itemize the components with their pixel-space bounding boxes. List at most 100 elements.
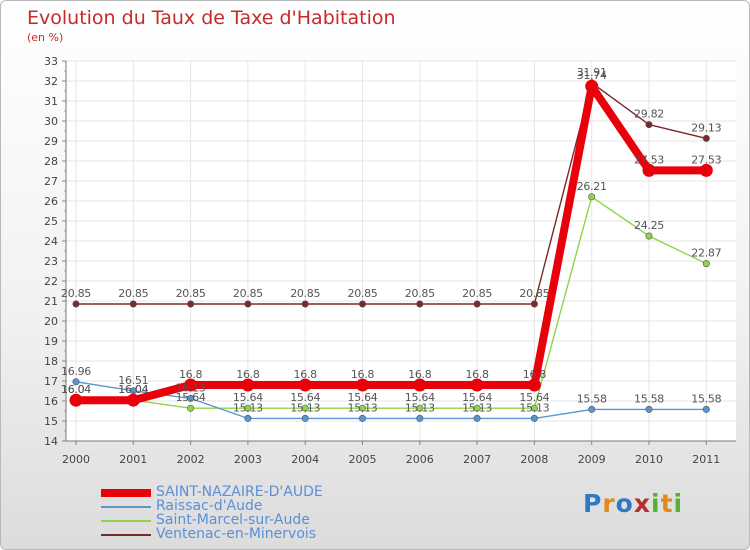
data-point-0 — [699, 163, 713, 177]
y-tick-label: 30 — [44, 115, 58, 128]
data-point-0 — [470, 378, 484, 392]
logo-letter: i — [673, 489, 684, 518]
data-point-3 — [358, 300, 366, 308]
data-point-1 — [588, 405, 596, 413]
legend-label-saint-nazaire: SAINT-NAZAIRE-D'AUDE — [156, 484, 323, 500]
data-label: 22.87 — [691, 247, 721, 260]
data-label: 16.8 — [465, 368, 489, 381]
logo-letter: r — [602, 489, 616, 518]
data-point-2 — [244, 404, 252, 412]
legend-swatch-raissac — [101, 506, 151, 508]
data-point-0 — [69, 393, 83, 407]
data-label: 27.53 — [634, 153, 664, 166]
data-point-3 — [244, 300, 252, 308]
data-point-2 — [530, 404, 538, 412]
y-tick-label: 14 — [44, 435, 58, 448]
data-label: 16.8 — [236, 368, 260, 381]
series-line-2 — [75, 196, 707, 409]
data-label: 16.51 — [118, 374, 148, 387]
data-point-3 — [645, 121, 653, 129]
data-point-3 — [72, 300, 80, 308]
data-label: 29.82 — [634, 108, 664, 121]
x-tick-label: 2000 — [62, 453, 90, 466]
data-point-3 — [301, 300, 309, 308]
data-point-0 — [298, 378, 312, 392]
data-label: 20.85 — [290, 287, 320, 300]
data-label: 15.13 — [290, 401, 320, 414]
y-tick-label: 21 — [44, 295, 58, 308]
data-point-0 — [585, 79, 599, 93]
data-point-0 — [642, 163, 656, 177]
data-label: 20.85 — [233, 287, 263, 300]
data-label: 16.13 — [176, 381, 206, 394]
data-label: 31.91 — [577, 66, 607, 79]
x-tick-label: 2004 — [291, 453, 319, 466]
data-label: 16.8 — [351, 368, 375, 381]
x-tick-label: 2001 — [119, 453, 147, 466]
data-point-1 — [244, 414, 252, 422]
x-tick-label: 2002 — [177, 453, 205, 466]
y-tick-label: 15 — [44, 415, 58, 428]
series-line-1 — [75, 381, 707, 420]
y-tick-label: 27 — [44, 175, 58, 188]
y-tick-label: 25 — [44, 215, 58, 228]
y-tick-label: 29 — [44, 135, 58, 148]
legend-label-saint-marcel: Saint-Marcel-sur-Aude — [156, 512, 310, 528]
logo-letter: i — [651, 489, 661, 518]
x-tick-label: 2011 — [692, 453, 720, 466]
data-label: 15.58 — [634, 392, 664, 405]
data-label: 15.13 — [405, 401, 435, 414]
x-tick-label: 2003 — [234, 453, 262, 466]
data-label: 20.85 — [405, 287, 435, 300]
data-point-1 — [358, 414, 366, 422]
legend-label-ventenac: Ventenac-en-Minervois — [156, 526, 317, 542]
data-label: 20.85 — [348, 287, 378, 300]
data-point-2 — [645, 232, 653, 240]
y-tick-label: 23 — [44, 255, 58, 268]
proxiti-logo: Proxiti — [583, 489, 683, 518]
data-point-1 — [416, 414, 424, 422]
data-point-0 — [413, 378, 427, 392]
x-tick-label: 2010 — [635, 453, 663, 466]
y-tick-label: 28 — [44, 155, 58, 168]
data-point-2 — [301, 404, 309, 412]
data-label: 15.13 — [519, 401, 549, 414]
data-point-3 — [129, 300, 137, 308]
data-label: 31.74 — [577, 69, 607, 82]
y-tick-label: 33 — [44, 55, 58, 68]
data-label: 16.04 — [61, 383, 91, 396]
data-label: 29.13 — [691, 121, 721, 134]
logo-letter: t — [660, 489, 674, 518]
data-label: 20.85 — [118, 287, 148, 300]
data-label: 15.58 — [577, 392, 607, 405]
x-tick-label: 2008 — [520, 453, 548, 466]
data-label: 16.8 — [179, 368, 203, 381]
data-point-0 — [356, 378, 369, 392]
data-point-3 — [416, 300, 424, 308]
data-label: 20.85 — [462, 287, 492, 300]
y-tick-label: 24 — [44, 235, 58, 248]
data-point-0 — [527, 378, 541, 392]
data-point-2 — [358, 404, 366, 412]
data-label: 15.64 — [290, 391, 320, 404]
data-label: 26.21 — [577, 180, 607, 193]
data-label: 16.96 — [61, 365, 91, 378]
data-point-1 — [702, 405, 710, 413]
y-tick-label: 18 — [44, 355, 58, 368]
data-point-2 — [187, 404, 195, 412]
data-label: 20.85 — [519, 287, 549, 300]
series-line-0 — [72, 82, 711, 405]
data-point-2 — [473, 404, 481, 412]
data-point-1 — [72, 378, 80, 386]
data-point-0 — [241, 378, 255, 392]
data-point-1 — [187, 394, 195, 402]
data-point-0 — [184, 378, 198, 392]
data-label: 15.13 — [462, 401, 492, 414]
data-label: 15.64 — [348, 391, 378, 404]
data-point-3 — [187, 300, 195, 308]
plot-area — [66, 61, 736, 441]
data-point-3 — [530, 300, 538, 308]
x-tick-label: 2005 — [349, 453, 377, 466]
